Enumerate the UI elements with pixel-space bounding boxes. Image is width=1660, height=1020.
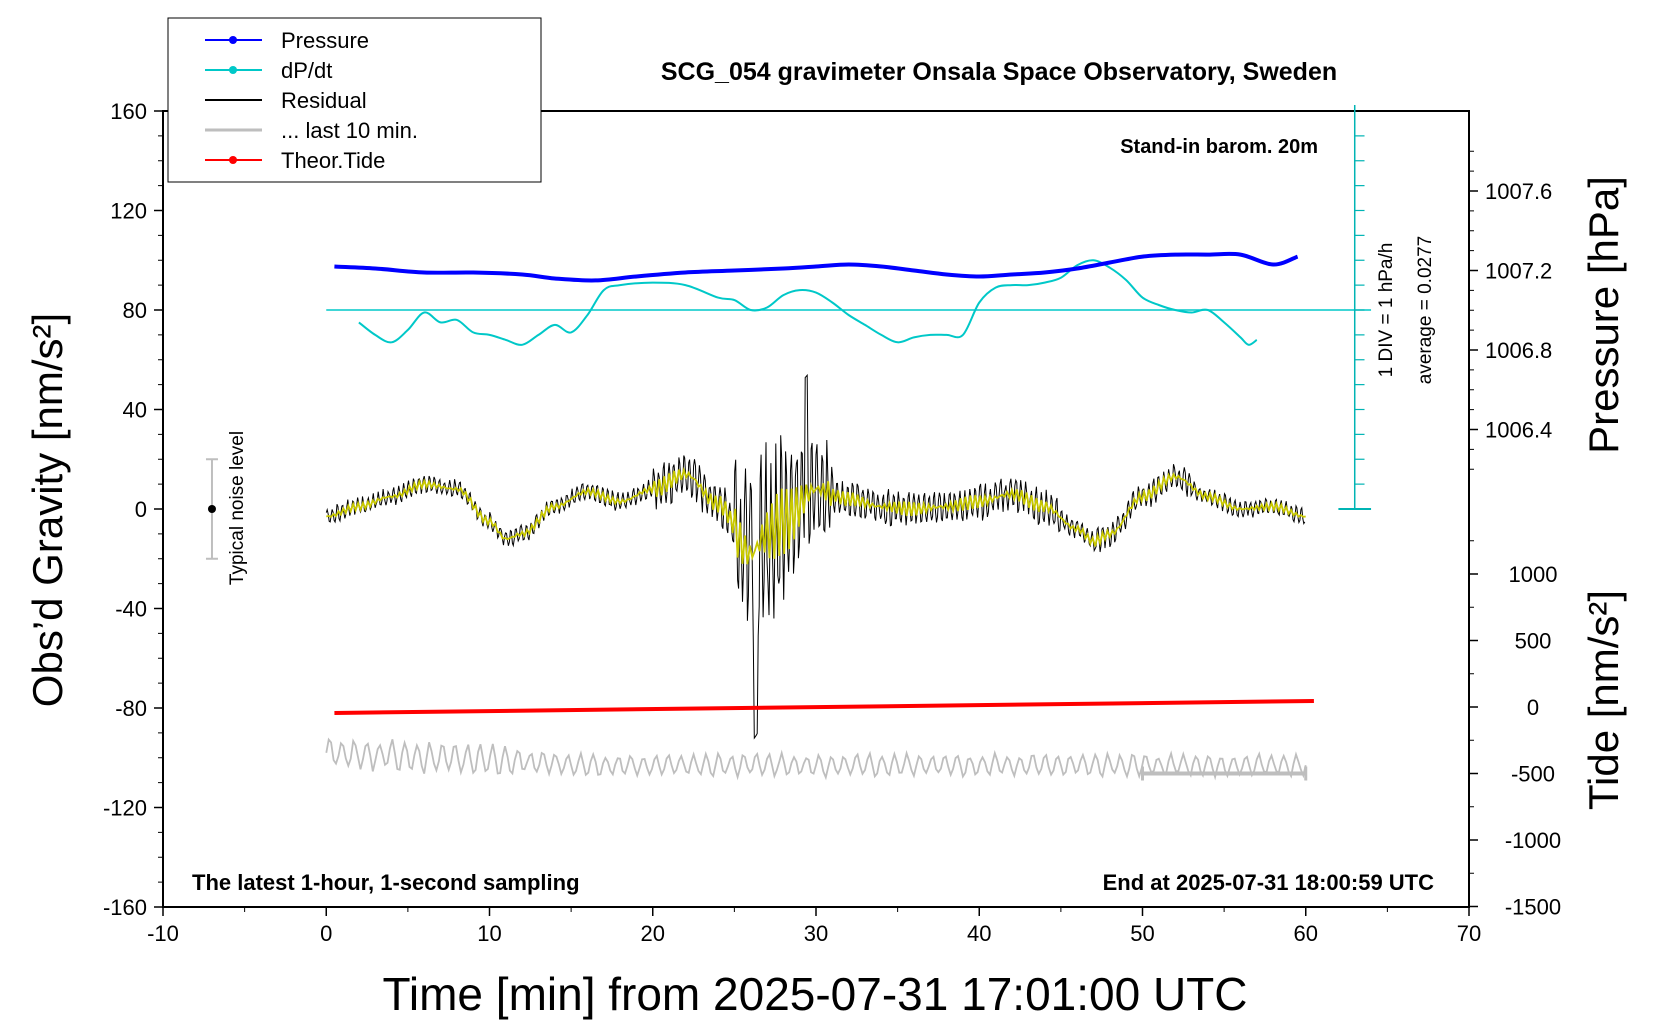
dpdt-line [358,259,1258,346]
residual-line [325,373,1306,740]
y-tick-label: 160 [110,99,147,124]
noise-level-label: Typical noise level [227,431,248,585]
x-tick-label: 70 [1457,921,1481,946]
x-tick-label: 10 [477,921,501,946]
barometer-note: Stand-in barom. 20m [1120,136,1318,158]
tide-tick-label: -1000 [1505,828,1561,853]
pressure-tick-label: 1006.4 [1485,418,1552,443]
pressure-tick-label: 1006.8 [1485,338,1552,363]
y-tick-label: -160 [103,895,147,920]
dpdt-scale-label: 1 DIV = 1 hPa/h [1376,243,1397,378]
y-axis-label-left: Obs’d Gravity [nm/s²] [24,313,71,707]
tide-tick-label: 1000 [1509,562,1558,587]
footer-left-note: The latest 1-hour, 1-second sampling [192,870,580,895]
footer-right-note: End at 2025-07-31 18:00:59 UTC [1103,870,1434,895]
legend-label: Residual [281,88,367,113]
pressure-tick-label: 1007.6 [1485,179,1552,204]
x-tick-label: 30 [804,921,828,946]
legend-label: ... last 10 min. [281,118,418,143]
y-tick-label: 0 [135,497,147,522]
y-tick-label: 80 [123,298,147,323]
pressure-tick-label: 1007.2 [1485,259,1552,284]
dpdt-average-label: average = 0.0277 [1415,236,1436,384]
y-tick-label: -40 [115,597,147,622]
pressure-line [334,251,1299,283]
x-tick-label: 40 [967,921,991,946]
y-tick-label: -80 [115,696,147,721]
x-tick-label: 0 [320,921,332,946]
x-axis-label: Time [min] from 2025-07-31 17:01:00 UTC [383,968,1248,1020]
x-tick-label: 50 [1130,921,1154,946]
y-tick-label: -120 [103,796,147,821]
series-layer [205,105,1372,781]
legend-label: Pressure [281,28,369,53]
legend-marker [229,156,237,164]
legend-label: Theor.Tide [281,148,385,173]
y-axis-label-pressure: Pressure [hPa] [1580,176,1627,454]
tide-tick-label: -500 [1511,762,1555,787]
y-tick-label: 40 [123,398,147,423]
axis-ticks: -10 0 10 20 30 40 50 60 70 160 120 80 40 0 -40 -80 -120 -… [103,99,1561,946]
y-axis-label-tide: Tide [nm/s²] [1580,590,1627,810]
tide-tick-label: 0 [1527,695,1539,720]
theoretical-tide-line [334,699,1314,715]
noise-level-point [207,505,216,513]
y-tick-label: 120 [110,199,147,224]
last-10-min-line [325,737,1307,781]
x-tick-label: -10 [147,921,179,946]
tide-tick-label: -1500 [1505,895,1561,920]
legend: Pressure dP/dt Residual ... last 10 min. The… [167,17,542,183]
legend-marker [229,66,237,74]
chart-title: SCG_054 gravimeter Onsala Space Observat… [661,58,1337,86]
x-tick-label: 20 [641,921,665,946]
residual-smoothed-line [326,466,1306,565]
x-tick-label: 60 [1294,921,1318,946]
tide-tick-label: 500 [1515,629,1552,654]
legend-label: dP/dt [281,58,332,83]
legend-marker [229,36,237,44]
